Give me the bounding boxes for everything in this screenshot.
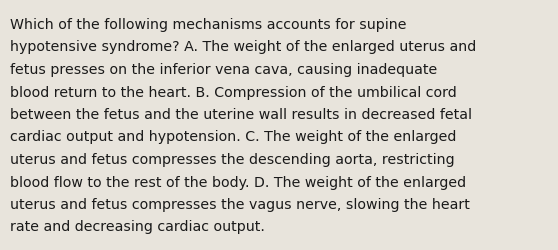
Text: fetus presses on the inferior vena cava, causing inadequate: fetus presses on the inferior vena cava,… (10, 63, 437, 77)
Text: blood flow to the rest of the body. D. The weight of the enlarged: blood flow to the rest of the body. D. T… (10, 175, 466, 189)
Text: uterus and fetus compresses the descending aorta, restricting: uterus and fetus compresses the descendi… (10, 152, 455, 166)
Text: blood return to the heart. B. Compression of the umbilical cord: blood return to the heart. B. Compressio… (10, 85, 457, 99)
Text: between the fetus and the uterine wall results in decreased fetal: between the fetus and the uterine wall r… (10, 108, 472, 122)
Text: rate and decreasing cardiac output.: rate and decreasing cardiac output. (10, 220, 265, 234)
Text: uterus and fetus compresses the vagus nerve, slowing the heart: uterus and fetus compresses the vagus ne… (10, 197, 470, 211)
Text: cardiac output and hypotension. C. The weight of the enlarged: cardiac output and hypotension. C. The w… (10, 130, 456, 144)
Text: hypotensive syndrome? A. The weight of the enlarged uterus and: hypotensive syndrome? A. The weight of t… (10, 40, 476, 54)
Text: Which of the following mechanisms accounts for supine: Which of the following mechanisms accoun… (10, 18, 406, 32)
